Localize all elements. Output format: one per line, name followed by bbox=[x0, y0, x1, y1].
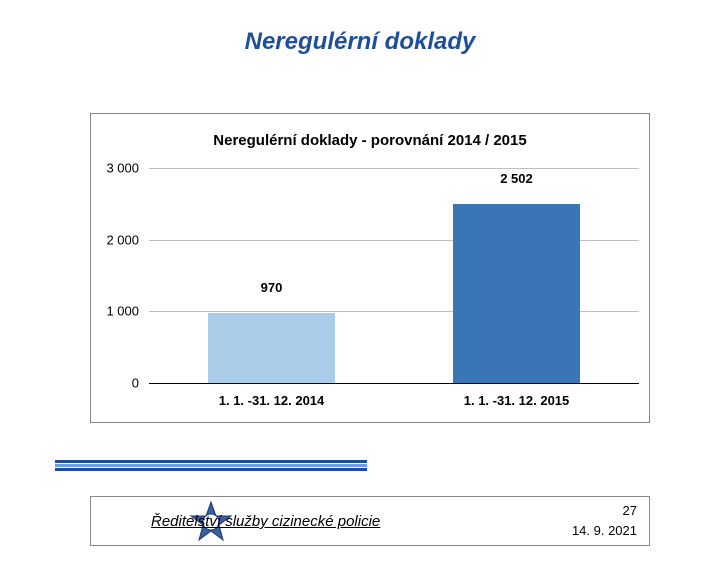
footer-box: Ředitelství služby cizinecké policie 27 … bbox=[90, 496, 650, 546]
y-tick-label: 1 000 bbox=[79, 304, 139, 319]
bar-value-label: 2 502 bbox=[453, 171, 580, 186]
chart-container: Neregulérní doklady - porovnání 2014 / 2… bbox=[90, 113, 650, 423]
x-tick-label: 1. 1. -31. 12. 2015 bbox=[394, 393, 639, 408]
y-tick-label: 0 bbox=[79, 376, 139, 391]
gridline bbox=[149, 168, 639, 169]
bar bbox=[208, 313, 335, 383]
footer-org-text: Ředitelství služby cizinecké policie bbox=[151, 513, 380, 530]
divider-stripe bbox=[55, 460, 367, 463]
chart-plot-area: 01 0002 0003 0009701. 1. -31. 12. 20142 … bbox=[149, 168, 639, 383]
gridline bbox=[149, 383, 639, 384]
page-title: Neregulérní doklady bbox=[0, 28, 720, 56]
divider-stripe bbox=[55, 464, 367, 467]
divider-bar bbox=[55, 460, 367, 472]
chart-title: Neregulérní doklady - porovnání 2014 / 2… bbox=[91, 132, 649, 149]
footer-page-number: 27 bbox=[623, 503, 637, 518]
bar bbox=[453, 204, 580, 383]
divider-stripe bbox=[55, 468, 367, 471]
x-tick-label: 1. 1. -31. 12. 2014 bbox=[149, 393, 394, 408]
bar-value-label: 970 bbox=[208, 280, 335, 295]
footer-date: 14. 9. 2021 bbox=[572, 523, 637, 538]
y-tick-label: 3 000 bbox=[79, 161, 139, 176]
y-tick-label: 2 000 bbox=[79, 232, 139, 247]
